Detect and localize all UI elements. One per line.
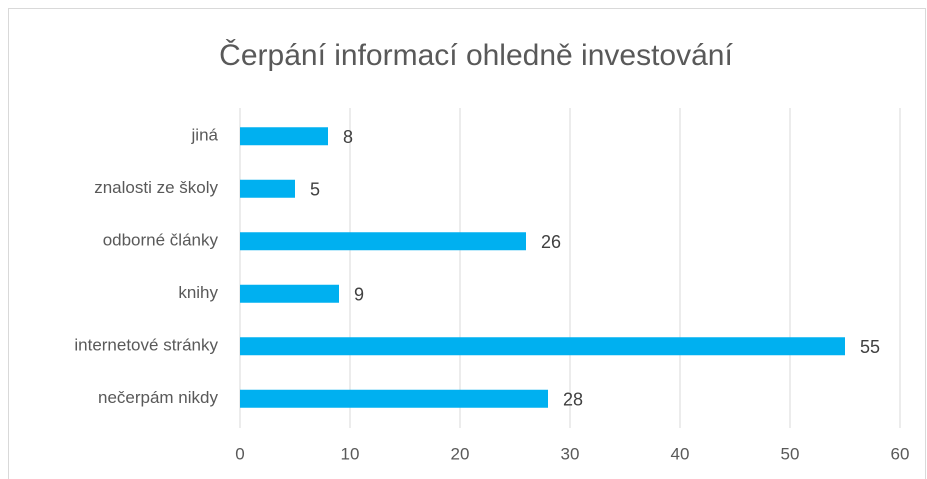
chart-border bbox=[8, 8, 926, 479]
chart-title: Čerpání informací ohledně investování bbox=[219, 38, 733, 72]
bar bbox=[240, 337, 845, 356]
x-tick-label: 10 bbox=[341, 444, 360, 463]
y-tick-label: nečerpám nikdy bbox=[98, 388, 219, 407]
x-tick-label: 50 bbox=[781, 444, 800, 463]
x-tick-label: 0 bbox=[235, 444, 244, 463]
y-tick-label: jiná bbox=[191, 126, 219, 145]
bar bbox=[240, 179, 295, 198]
data-label: 8 bbox=[343, 127, 353, 147]
data-label: 26 bbox=[541, 232, 561, 252]
x-tick-label: 40 bbox=[671, 444, 690, 463]
bar bbox=[240, 389, 548, 408]
bar bbox=[240, 127, 328, 146]
bar bbox=[240, 232, 526, 251]
bar bbox=[240, 284, 339, 303]
y-tick-label: znalosti ze školy bbox=[94, 178, 218, 197]
x-tick-label: 60 bbox=[891, 444, 910, 463]
data-label: 5 bbox=[310, 180, 320, 200]
x-tick-label: 20 bbox=[451, 444, 470, 463]
data-label: 9 bbox=[354, 285, 364, 305]
y-tick-label: odborné články bbox=[103, 231, 219, 250]
data-label: 55 bbox=[860, 337, 880, 357]
x-tick-label: 30 bbox=[561, 444, 580, 463]
data-label: 28 bbox=[563, 390, 583, 410]
y-tick-label: knihy bbox=[178, 283, 218, 302]
y-tick-label: internetové stránky bbox=[74, 336, 218, 355]
